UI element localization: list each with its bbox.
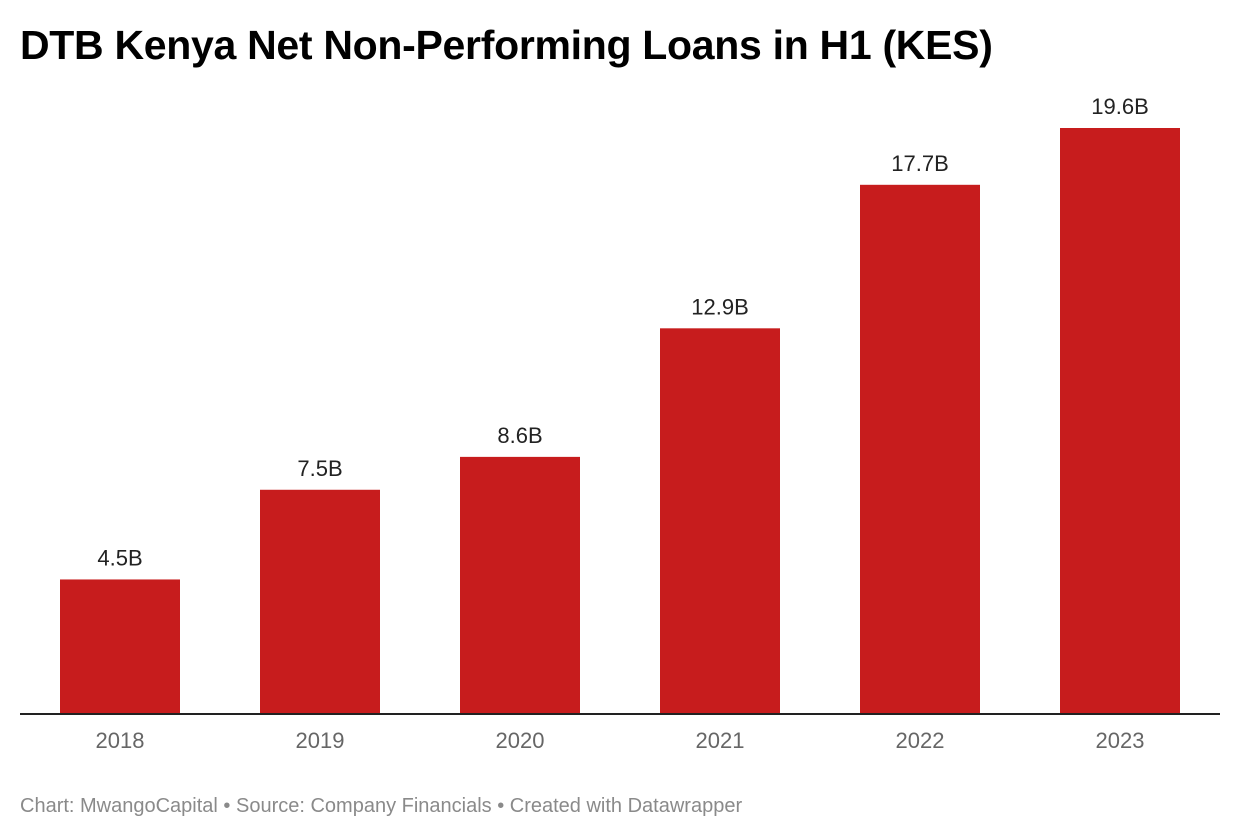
chart-footer-credits: Chart: MwangoCapital • Source: Company F… [20, 795, 743, 817]
bar-2020 [460, 456, 580, 714]
x-tick-label-2018: 2018 [96, 728, 145, 753]
x-tick-label-2021: 2021 [696, 728, 745, 753]
x-tick-label-2023: 2023 [1096, 728, 1145, 753]
x-tick-label-2020: 2020 [496, 728, 545, 753]
bar-2019 [260, 489, 380, 714]
bars-layer [60, 128, 1180, 714]
x-tick-label-2019: 2019 [296, 728, 345, 753]
chart-title: DTB Kenya Net Non-Performing Loans in H1… [20, 22, 993, 68]
value-label-2020: 8.6B [497, 423, 542, 448]
value-label-2019: 7.5B [297, 456, 342, 481]
value-label-2022: 17.7B [891, 151, 949, 176]
value-label-2023: 19.6B [1091, 94, 1149, 119]
value-labels-layer: 4.5B 7.5B 8.6B 12.9B 17.7B 19.6B [97, 94, 1148, 570]
bar-2018 [60, 579, 180, 714]
x-tick-label-2022: 2022 [896, 728, 945, 753]
value-label-2018: 4.5B [97, 545, 142, 570]
bar-2022 [860, 184, 980, 714]
bar-2021 [660, 328, 780, 714]
x-axis-ticks-layer: 2018 2019 2020 2021 2022 2023 [96, 728, 1145, 753]
value-label-2021: 12.9B [691, 294, 749, 319]
bar-2023 [1060, 128, 1180, 714]
